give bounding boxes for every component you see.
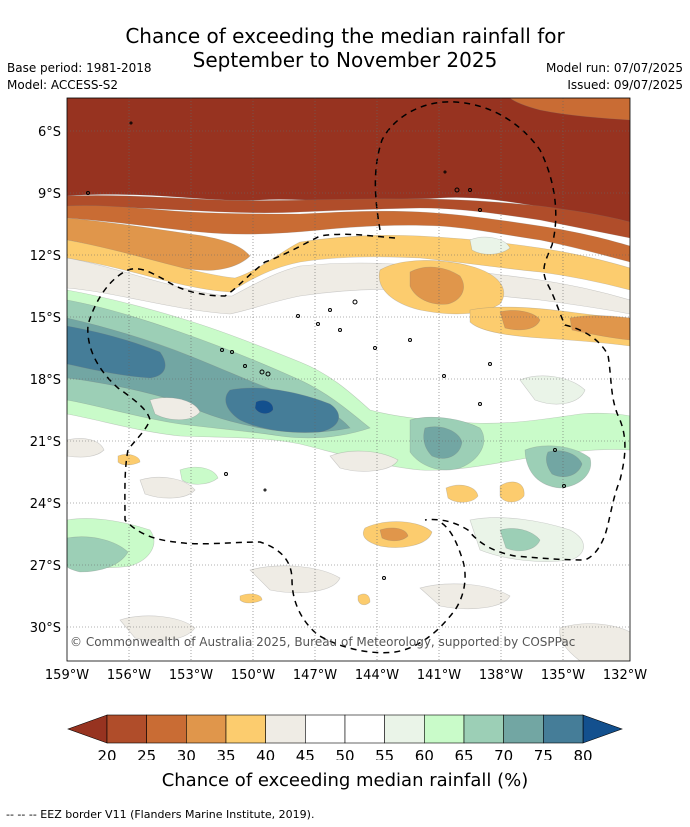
model-run: Model run: 07/07/2025: [545, 61, 683, 75]
title-line-1: Chance of exceeding the median rainfall …: [125, 24, 565, 48]
latitude-labels: 6°S 9°S 12°S 15°S 18°S 21°S 24°S 27°S 30°S: [30, 125, 61, 636]
colorbar-cell: [265, 714, 306, 744]
region-60-65-blob-b: [179, 466, 219, 485]
colorbar-cell: [106, 714, 147, 744]
colorbar-cell: [225, 714, 266, 744]
longitude-label: 150°W: [231, 668, 275, 683]
region-25-30-top: [509, 98, 630, 121]
colorbar-tick-label: 65: [454, 747, 473, 760]
latitude-label: 15°S: [30, 311, 61, 326]
issued-date: Issued: 09/07/2025: [567, 78, 683, 92]
region-35-40-blob-f: [239, 593, 263, 604]
region-55-60-blob-c: [519, 375, 586, 405]
region-30-35-east-blob: [499, 310, 541, 331]
colorbar-tick-label: 30: [177, 747, 196, 760]
eez-border-northeast: [374, 101, 626, 561]
colorbar-tick-label: 20: [97, 747, 116, 760]
region-35-40-blob-g: [357, 593, 371, 606]
region-70-75-east: [423, 426, 463, 459]
region-70-75-far-east: [546, 450, 583, 477]
islands: [86, 121, 566, 580]
eez-border: [87, 101, 626, 654]
colorbar-cell: [463, 714, 504, 744]
longitude-label: 132°W: [603, 668, 647, 683]
region-65-70-southwest: [67, 536, 129, 573]
colorbar-cell: [503, 714, 544, 744]
colorbar-tick-label: 75: [534, 747, 553, 760]
colorbar-cell: [305, 714, 346, 744]
colorbar-tick-label: 45: [296, 747, 315, 760]
copyright-notice: © Commonwealth of Australia 2025, Bureau…: [70, 635, 575, 649]
colorbar-tick-label: 80: [573, 747, 592, 760]
title-line-2: September to November 2025: [192, 48, 498, 72]
longitude-label: 138°W: [479, 668, 523, 683]
latitude-label: 24°S: [30, 497, 61, 512]
map-gridlines: [67, 98, 630, 661]
colorbar-cell: [424, 714, 465, 744]
longitude-label: 153°W: [169, 668, 213, 683]
longitude-label: 156°W: [107, 668, 151, 683]
region-75-80-mid: [225, 387, 339, 433]
region-65-70-southeast: [499, 528, 541, 552]
latitude-label: 6°S: [38, 125, 61, 140]
colorbar-cell: [344, 714, 385, 744]
colorbar-tick-label: 70: [494, 747, 513, 760]
region-30-35-mid-blob: [409, 266, 464, 305]
colorbar-arrow-min: [67, 714, 108, 744]
base-period: Base period: 1981-2018: [7, 61, 152, 75]
colorbar-cell: [543, 714, 584, 744]
region-40-45-blob-b: [329, 450, 399, 472]
region-30-35-east-edge: [569, 315, 630, 341]
longitude-labels: 159°W 156°W 153°W 150°W 147°W 144°W 141°W 138°W…: [45, 668, 647, 683]
region-40-45-band: [67, 257, 630, 315]
region-40-45-blob-e: [559, 623, 630, 661]
map-frame: [66, 97, 631, 662]
colorbar-label: Chance of exceeding median rainfall (%): [161, 770, 529, 791]
latitude-label: 27°S: [30, 559, 61, 574]
colorbar-cell: [186, 714, 227, 744]
region-25-30-band: [67, 205, 630, 263]
region-40-45-blob-f: [119, 615, 196, 642]
colorbar: 20 25 30 35 40 45 50 55 60 65 70 75 80: [67, 714, 623, 760]
region-above-80: [254, 400, 274, 414]
region-35-40-blob-b: [445, 484, 479, 503]
region-55-60-blob-a: [469, 236, 511, 255]
latitude-label: 30°S: [30, 621, 61, 636]
longitude-label: 135°W: [541, 668, 585, 683]
latitude-label: 9°S: [38, 187, 61, 202]
eez-footer-note: -- -- -- EEZ border V11 (Flanders Marine…: [6, 808, 315, 821]
latitude-label: 21°S: [30, 435, 61, 450]
model-name: Model: ACCESS-S2: [7, 78, 119, 92]
colorbar-tick-label: 25: [137, 747, 156, 760]
colorbar-tick-label: 60: [415, 747, 434, 760]
longitude-label: 159°W: [45, 668, 89, 683]
region-40-45-blob-d: [419, 583, 511, 610]
region-40-45-blob-h: [139, 477, 196, 499]
region-35-40-blob-c: [499, 481, 525, 503]
longitude-label: 141°W: [417, 668, 461, 683]
colorbar-tick-label: 50: [335, 747, 354, 760]
map-field: [67, 98, 630, 661]
eez-border-center: [87, 233, 466, 654]
latitude-label: 18°S: [30, 373, 61, 388]
colorbar-tick-label: 55: [375, 747, 394, 760]
region-30-35-blob-a: [379, 527, 409, 542]
region-40-45-blob-c: [249, 565, 341, 593]
colorbar-tick-label: 40: [256, 747, 275, 760]
rainfall-map: © Commonwealth of Australia 2025, Bureau…: [30, 97, 647, 760]
region-40-45-blob-a: [149, 397, 201, 421]
colorbar-tick-label: 35: [216, 747, 235, 760]
latitude-label: 12°S: [30, 249, 61, 264]
region-20-25-band: [67, 195, 630, 239]
colorbar-cell: [146, 714, 187, 744]
region-40-45-blob-g: [67, 438, 105, 458]
colorbar-cell: [384, 714, 425, 744]
region-75-80-band: [67, 325, 166, 379]
longitude-label: 147°W: [293, 668, 337, 683]
colorbar-arrow-max: [582, 714, 623, 744]
longitude-label: 144°W: [355, 668, 399, 683]
